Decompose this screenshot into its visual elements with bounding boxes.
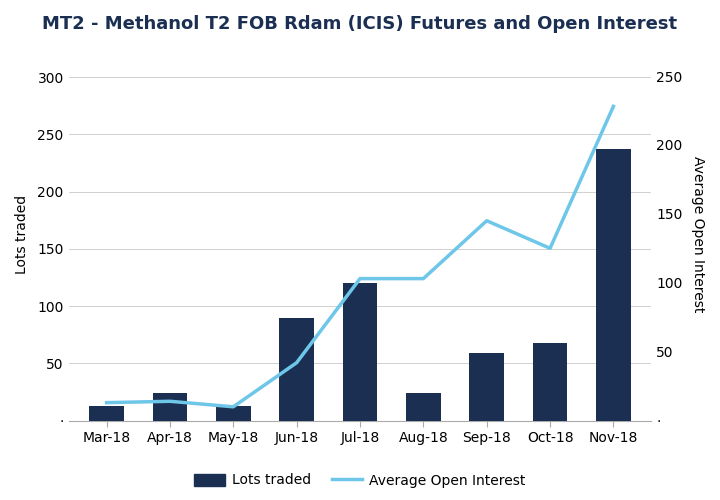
Bar (279, 318, 314, 420)
Legend: Lots traded, Average Open Interest: Lots traded, Average Open Interest (189, 468, 531, 493)
Bar (343, 283, 377, 420)
Bar (89, 406, 124, 420)
Bar (596, 149, 631, 420)
Title: MT2 - Methanol T2 FOB Rdam (ICIS) Futures and Open Interest: MT2 - Methanol T2 FOB Rdam (ICIS) Future… (42, 15, 678, 33)
Bar (153, 393, 187, 420)
Bar (406, 393, 441, 420)
Bar (533, 342, 567, 420)
Bar (469, 353, 504, 420)
Y-axis label: Average Open Interest: Average Open Interest (691, 156, 705, 312)
Y-axis label: Lots traded: Lots traded (15, 195, 29, 274)
Bar (216, 406, 251, 420)
